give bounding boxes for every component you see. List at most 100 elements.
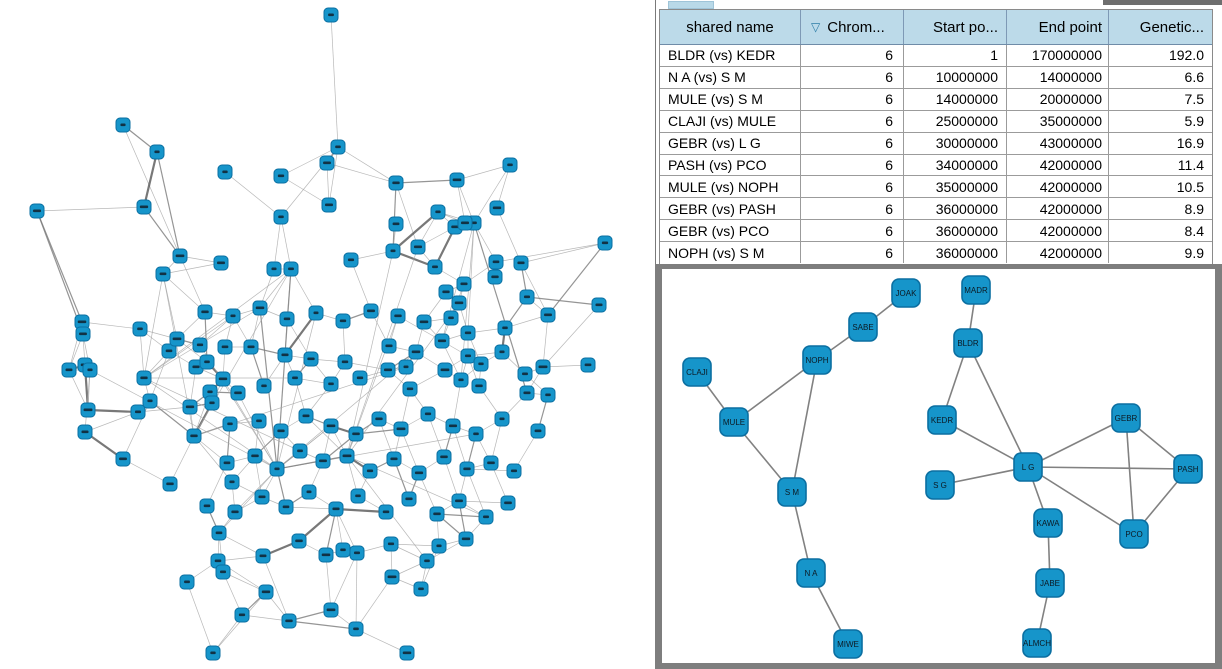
network-node[interactable] bbox=[457, 215, 473, 231]
column-header-start-point[interactable]: Start po... bbox=[904, 10, 1007, 44]
network-detail-canvas[interactable]: JOAK SABE NOPH CLAJI MULE MADR BLDR KEDR GEBR L G… bbox=[662, 269, 1215, 663]
network-node[interactable] bbox=[445, 418, 461, 434]
network-node[interactable] bbox=[323, 376, 339, 392]
network-node[interactable] bbox=[381, 338, 397, 354]
table-row[interactable]: GEBR (vs) PASH 6 36000000 42000000 8.9 bbox=[660, 198, 1212, 221]
network-node[interactable] bbox=[459, 461, 475, 477]
network-node[interactable] bbox=[130, 404, 146, 420]
network-node[interactable] bbox=[255, 548, 271, 564]
network-node[interactable] bbox=[398, 359, 414, 375]
network-node-claji[interactable]: CLAJI bbox=[682, 357, 712, 387]
network-node-mule[interactable]: MULE bbox=[719, 407, 749, 437]
network-node[interactable] bbox=[182, 399, 198, 415]
network-node[interactable] bbox=[348, 426, 364, 442]
network-node[interactable] bbox=[330, 139, 346, 155]
network-node[interactable] bbox=[291, 533, 307, 549]
network-node[interactable] bbox=[308, 305, 324, 321]
table-row[interactable]: MULE (vs) S M 6 14000000 20000000 7.5 bbox=[660, 88, 1212, 111]
network-node[interactable] bbox=[115, 117, 131, 133]
network-node[interactable] bbox=[362, 463, 378, 479]
network-node[interactable] bbox=[371, 411, 387, 427]
table-row[interactable]: CLAJI (vs) MULE 6 25000000 35000000 5.9 bbox=[660, 110, 1212, 133]
network-node[interactable] bbox=[343, 252, 359, 268]
network-node[interactable] bbox=[172, 248, 188, 264]
network-node[interactable] bbox=[591, 297, 607, 313]
network-node[interactable] bbox=[323, 418, 339, 434]
network-node[interactable] bbox=[487, 269, 503, 285]
network-node-miwe[interactable]: MIWE bbox=[833, 629, 863, 659]
network-node[interactable] bbox=[318, 547, 334, 563]
network-node[interactable] bbox=[215, 371, 231, 387]
network-node[interactable] bbox=[328, 501, 344, 517]
table-row[interactable]: BLDR (vs) KEDR 6 1 170000000 192.0 bbox=[660, 45, 1212, 67]
network-node[interactable] bbox=[323, 7, 339, 23]
network-node[interactable] bbox=[380, 362, 396, 378]
network-node[interactable] bbox=[540, 387, 556, 403]
network-node[interactable] bbox=[301, 484, 317, 500]
table-row[interactable]: GEBR (vs) L G 6 30000000 43000000 16.9 bbox=[660, 132, 1212, 155]
network-node[interactable] bbox=[335, 542, 351, 558]
network-node[interactable] bbox=[429, 506, 445, 522]
network-node[interactable] bbox=[287, 370, 303, 386]
network-node[interactable] bbox=[410, 239, 426, 255]
network-node[interactable] bbox=[234, 607, 250, 623]
network-node[interactable] bbox=[205, 645, 221, 661]
network-node[interactable] bbox=[192, 337, 208, 353]
network-node-kawa[interactable]: KAWA bbox=[1033, 508, 1063, 538]
network-node[interactable] bbox=[179, 574, 195, 590]
network-node[interactable] bbox=[278, 499, 294, 515]
network-node[interactable] bbox=[222, 416, 238, 432]
network-node[interactable] bbox=[456, 276, 472, 292]
network-node[interactable] bbox=[319, 155, 335, 171]
network-node[interactable] bbox=[199, 498, 215, 514]
network-node[interactable] bbox=[217, 339, 233, 355]
network-node[interactable] bbox=[80, 402, 96, 418]
network-node[interactable] bbox=[162, 476, 178, 492]
network-node[interactable] bbox=[453, 372, 469, 388]
network-node[interactable] bbox=[383, 536, 399, 552]
network-node[interactable] bbox=[335, 313, 351, 329]
network-node[interactable] bbox=[386, 451, 402, 467]
network-node[interactable] bbox=[292, 443, 308, 459]
network-node[interactable] bbox=[258, 584, 274, 600]
network-node-jabe[interactable]: JABE bbox=[1035, 568, 1065, 598]
network-node[interactable] bbox=[500, 495, 516, 511]
network-node[interactable] bbox=[471, 378, 487, 394]
network-node[interactable] bbox=[430, 204, 446, 220]
column-header-shared-name[interactable]: shared name bbox=[660, 10, 801, 44]
network-node[interactable] bbox=[489, 200, 505, 216]
network-node[interactable] bbox=[279, 311, 295, 327]
network-node[interactable] bbox=[186, 428, 202, 444]
network-node[interactable] bbox=[136, 199, 152, 215]
network-node[interactable] bbox=[77, 424, 93, 440]
table-row[interactable]: NOPH (vs) S M 6 36000000 42000000 9.9 bbox=[660, 242, 1212, 264]
network-node[interactable] bbox=[494, 344, 510, 360]
network-node[interactable] bbox=[252, 300, 268, 316]
network-node[interactable] bbox=[419, 553, 435, 569]
network-node-pco[interactable]: PCO bbox=[1119, 519, 1149, 549]
network-node-almch[interactable]: ALMCH bbox=[1022, 628, 1052, 658]
network-node[interactable] bbox=[580, 357, 596, 373]
network-node[interactable] bbox=[337, 354, 353, 370]
network-node[interactable] bbox=[149, 144, 165, 160]
network-node[interactable] bbox=[519, 385, 535, 401]
network-node[interactable] bbox=[230, 385, 246, 401]
network-node[interactable] bbox=[401, 491, 417, 507]
network-node[interactable] bbox=[411, 465, 427, 481]
network-node[interactable] bbox=[436, 449, 452, 465]
network-overview-panel[interactable] bbox=[0, 0, 655, 669]
network-node-pash[interactable]: PASH bbox=[1173, 454, 1203, 484]
panel-tab[interactable] bbox=[668, 1, 714, 9]
network-node[interactable] bbox=[458, 531, 474, 547]
network-node-joak[interactable]: JOAK bbox=[891, 278, 921, 308]
network-node[interactable] bbox=[321, 197, 337, 213]
column-header-chromosome[interactable]: ▽ Chrom... bbox=[801, 10, 904, 44]
network-node[interactable] bbox=[219, 455, 235, 471]
network-node[interactable] bbox=[378, 504, 394, 520]
network-node[interactable] bbox=[388, 216, 404, 232]
network-node[interactable] bbox=[530, 423, 546, 439]
network-node[interactable] bbox=[199, 354, 215, 370]
network-node[interactable] bbox=[399, 645, 415, 661]
column-header-end-point[interactable]: End point bbox=[1007, 10, 1109, 44]
network-node[interactable] bbox=[204, 395, 220, 411]
